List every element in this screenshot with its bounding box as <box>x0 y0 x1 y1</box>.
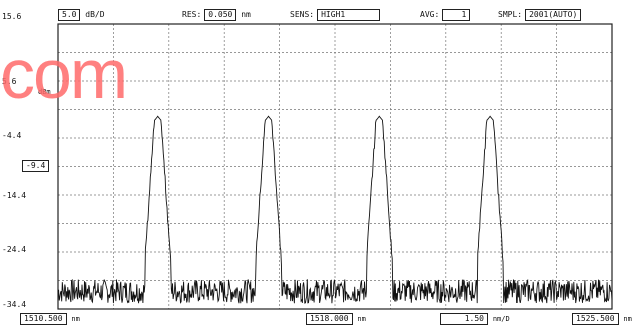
sampling-readout[interactable]: SMPL: 2001(AUTO) <box>498 9 582 21</box>
x-stop-unit: nm <box>623 315 632 323</box>
average-readout[interactable]: AVG: 1 <box>420 9 471 21</box>
y-label-1: 5.6 <box>2 77 17 86</box>
watermark-text: com <box>0 35 128 113</box>
x-span-value[interactable]: 1.50 <box>440 313 488 325</box>
y-label-2: -4.4 <box>2 131 22 140</box>
scale-readout[interactable]: 5.0 dB/D <box>58 9 105 21</box>
res-value[interactable]: 0.050 <box>204 9 237 21</box>
res-unit: nm <box>241 10 251 19</box>
y-label-bottom: -34.4 <box>2 300 27 309</box>
x-span-unit: nm/D <box>492 315 510 323</box>
smpl-label: SMPL: <box>498 10 523 19</box>
x-stop-value[interactable]: 1525.500 <box>572 313 619 325</box>
scale-value[interactable]: 5.0 <box>58 9 81 21</box>
res-label: RES: <box>182 10 202 19</box>
y-label-top: 15.6 <box>2 12 22 21</box>
avg-value[interactable]: 1 <box>442 9 471 21</box>
ref-level[interactable]: -9.4 <box>22 160 50 172</box>
sens-value[interactable]: HIGH1 <box>317 9 381 21</box>
plot-frame <box>57 23 613 310</box>
x-stop-readout[interactable]: 1525.500 nm <box>572 313 632 325</box>
x-span-readout[interactable]: 1.50 nm/D <box>440 313 510 325</box>
y-label-4: -24.4 <box>2 245 27 254</box>
scale-unit: dB/D <box>85 10 105 19</box>
sens-label: SENS: <box>290 10 315 19</box>
avg-label: AVG: <box>420 10 440 19</box>
x-start-value[interactable]: 1510.500 <box>20 313 67 325</box>
y-label-3: -14.4 <box>2 191 27 200</box>
sensitivity-readout[interactable]: SENS: HIGH1 <box>290 9 381 21</box>
header-bar: 5.0 dB/D RES: 0.050 nm SENS: HIGH1 AVG: 1 S… <box>0 6 635 22</box>
x-start-readout[interactable]: 1510.500 nm <box>20 313 80 325</box>
smpl-value[interactable]: 2001(AUTO) <box>525 9 582 21</box>
x-center-readout[interactable]: 1518.000 nm <box>306 313 366 325</box>
x-center-unit: nm <box>357 315 366 323</box>
y-unit: dBm <box>38 88 51 96</box>
resolution-readout[interactable]: RES: 0.050 nm <box>182 9 251 21</box>
spectrum-trace <box>57 115 613 304</box>
x-center-value[interactable]: 1518.000 <box>306 313 353 325</box>
x-start-unit: nm <box>71 315 80 323</box>
